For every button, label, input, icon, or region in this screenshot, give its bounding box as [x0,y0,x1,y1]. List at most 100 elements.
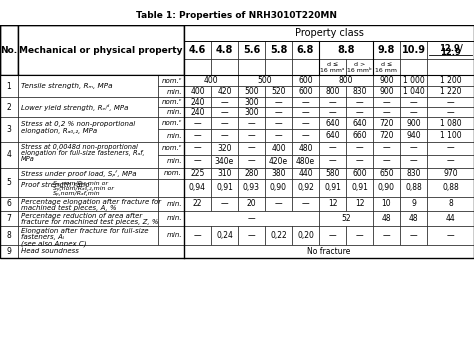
Text: —: — [356,231,363,240]
Text: nom.ᶜ: nom.ᶜ [162,78,182,84]
Text: 48: 48 [409,214,419,223]
Text: 900: 900 [379,77,394,86]
Bar [292,155,319,168]
Text: 0,92: 0,92 [297,183,314,192]
Text: d >
16 mmᵇ: d > 16 mmᵇ [347,62,372,73]
Bar [0,245,18,258]
Bar [400,197,427,211]
Bar [427,130,474,142]
Text: 9.8: 9.8 [378,45,395,55]
Text: Percentage reduction of area after: Percentage reduction of area after [21,213,142,219]
Bar [238,41,265,59]
Text: 1 100: 1 100 [440,131,461,140]
Bar [18,142,158,168]
Bar [292,75,319,86]
Text: 440: 440 [298,169,313,178]
Text: 10: 10 [382,199,392,208]
Text: —: — [194,157,201,166]
Text: min.: min. [166,201,182,206]
Text: 380: 380 [271,169,286,178]
Text: —: — [383,231,390,240]
Text: 22: 22 [193,199,202,208]
Bar [292,59,319,75]
Text: 800: 800 [325,87,340,96]
Bar [427,197,474,211]
Bar [238,117,265,130]
Text: min.: min. [166,109,182,116]
Text: 970: 970 [443,169,458,178]
Bar [265,108,292,117]
Bar [427,142,474,155]
Bar [346,155,373,168]
Text: 52: 52 [341,214,351,223]
Text: —: — [447,98,454,107]
Text: 0,93: 0,93 [243,183,260,192]
Bar [211,97,238,108]
Bar [427,86,474,97]
Bar [292,179,319,197]
Bar [238,155,265,168]
Text: —: — [221,119,228,128]
Bar [400,179,427,197]
Bar [427,97,474,108]
Text: 500: 500 [244,87,259,96]
Bar [292,41,319,59]
Bar [158,117,184,130]
Bar [238,97,265,108]
Bar [211,117,238,130]
Text: —: — [410,108,417,117]
Text: 0,88: 0,88 [405,183,422,192]
Bar [373,155,400,168]
Bar [184,130,211,142]
Bar [238,75,292,86]
Bar [184,108,211,117]
Text: —: — [221,131,228,140]
Bar [184,59,211,75]
Text: 0,24: 0,24 [216,231,233,240]
Bar [211,59,238,75]
Text: —: — [194,144,201,153]
Bar [292,108,319,117]
Bar [400,142,427,155]
Bar [265,86,292,97]
Bar [0,168,18,197]
Bar [400,97,427,108]
Text: elongation, Rₐ₀,₂, MPa: elongation, Rₐ₀,₂, MPa [21,127,97,134]
Text: elongation for full-size fasteners, Rₐf,: elongation for full-size fasteners, Rₐf, [21,149,145,156]
Bar [373,197,400,211]
Bar [373,59,400,75]
Bar [427,211,474,226]
Bar [265,97,292,108]
Bar [184,168,211,179]
Text: 240: 240 [190,98,205,107]
Text: d ≤
16 mmᵃ: d ≤ 16 mmᵃ [320,62,345,73]
Text: 480e: 480e [296,157,315,166]
Bar [184,41,211,59]
Text: —: — [275,131,283,140]
Text: 4: 4 [7,150,11,159]
Text: 0,88: 0,88 [442,183,459,192]
Text: 300: 300 [244,108,259,117]
Text: 340e: 340e [215,157,234,166]
Text: 600: 600 [298,77,313,86]
Bar [184,245,474,258]
Text: machined test pieces, A, %: machined test pieces, A, % [21,205,117,211]
Text: Percentage elongation after fracture for: Percentage elongation after fracture for [21,199,161,205]
Text: 900: 900 [379,87,394,96]
Text: 3: 3 [7,125,11,134]
Bar [373,226,400,245]
Text: 600: 600 [352,169,367,178]
Bar [400,59,427,75]
Text: 4.8: 4.8 [216,45,233,55]
Bar [292,142,319,155]
Text: 420: 420 [217,87,232,96]
Bar [211,197,238,211]
Bar [211,108,238,117]
Text: 6: 6 [7,199,11,208]
Bar [18,197,158,211]
Text: 400: 400 [190,87,205,96]
Bar [158,75,184,86]
Text: —: — [248,119,255,128]
Bar [427,155,474,168]
Bar [0,197,18,211]
